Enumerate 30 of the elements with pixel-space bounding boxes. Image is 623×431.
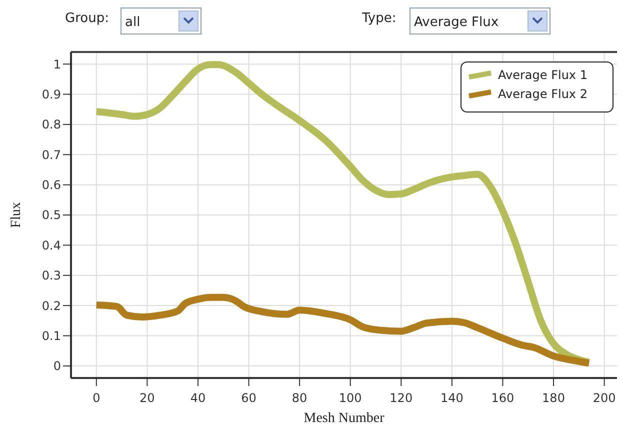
y-tick-label: 0.9 [42,87,61,102]
x-tick-label: 200 [592,391,616,405]
x-tick-label: 0 [92,391,100,405]
y-tick-label: 0.5 [42,208,61,222]
legend-label: Average Flux 1 [498,68,588,82]
x-tick-label: 120 [390,391,413,405]
dropdown-field: Average Flux [410,8,550,34]
x-tick-label: 40 [190,391,206,405]
text: Type: [361,11,396,26]
x-tick-label: 20 [140,391,155,405]
x-axis-title: Mesh Number [304,411,385,426]
y-tick-label: 0.4 [42,238,61,252]
x-tick-label: 180 [542,391,565,405]
x-tick-label: 100 [338,391,362,405]
y-tick-label: 0.6 [42,178,61,192]
dropdown-field: all [120,8,202,34]
x-tick-label: 140 [440,391,464,405]
y-tick-label: 0.7 [42,148,61,162]
x-tick-label: 80 [292,391,308,405]
y-tick-label: 0.8 [42,118,61,132]
y-axis-title: Flux [9,202,24,228]
y-tick-label: 0.1 [42,328,61,343]
x-tick-label: 160 [491,391,514,405]
y-tick-label: 0.3 [42,268,61,283]
y-tick-label: 1 [53,57,61,72]
legend-label: Average Flux 2 [498,87,588,102]
x-tick-label: 60 [241,391,256,405]
y-tick-label: 0.2 [42,298,61,313]
y-tick-label: 0 [53,359,61,374]
text: Group: [65,11,109,26]
